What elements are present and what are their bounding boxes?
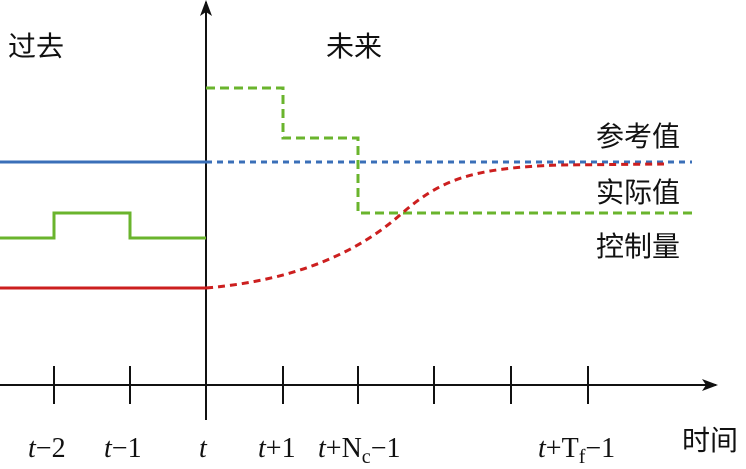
tick-label: t−2 [28,433,66,464]
control-label: 控制量 [596,230,680,263]
tick-label: t+Tf−1 [538,433,615,468]
future-label: 未来 [326,30,382,63]
tick-label: t+Nc−1 [318,433,400,468]
tick-labels: t−2 t−1 t t+1 t+Nc−1 t+Tf−1 [28,433,615,468]
tick-label: t [199,433,208,464]
tick-marks [53,366,589,404]
actual-future-curve [205,162,665,290]
control-past-line [0,211,206,240]
control-future-line [206,86,692,215]
time-axis-label: 时间 [682,424,738,457]
tick-label: t+1 [258,433,296,464]
reference-label: 参考值 [596,120,680,153]
actual-label: 实际值 [596,176,680,209]
tick-label: t−1 [104,433,142,464]
past-label: 过去 [8,30,64,63]
